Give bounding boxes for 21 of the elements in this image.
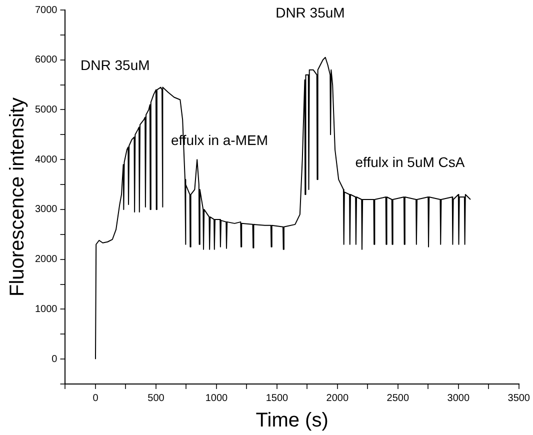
y-tick-label: 3000: [34, 204, 58, 216]
x-tick-label: 0: [92, 392, 99, 404]
y-axis-title: Fluorescence intensity: [6, 98, 29, 296]
y-tick-label: 5000: [34, 104, 58, 116]
y-tick-label: 4000: [34, 154, 58, 166]
x-tick-label: 1000: [205, 392, 228, 404]
annotation: DNR 35uM: [80, 56, 150, 73]
x-tick-label: 1500: [266, 392, 288, 404]
y-tick-label: 1000: [34, 304, 58, 315]
annotation: DNR 35uM: [276, 4, 345, 21]
x-tick-label: 3000: [447, 392, 470, 404]
y-tick-label: 6000: [34, 54, 58, 66]
x-axis-title: Time (s): [256, 410, 328, 432]
y-tick-label: 2000: [34, 254, 58, 266]
x-tick-label: 2000: [326, 392, 349, 404]
y-tick-label: 7000: [34, 4, 58, 16]
y-tick-label: 0: [52, 354, 58, 365]
x-tick-label: 2500: [386, 392, 410, 404]
annotation: effulx in 5uM CsA: [355, 154, 466, 170]
x-tick-label: 500: [148, 392, 165, 404]
x-tick-label: 3500: [508, 392, 530, 404]
